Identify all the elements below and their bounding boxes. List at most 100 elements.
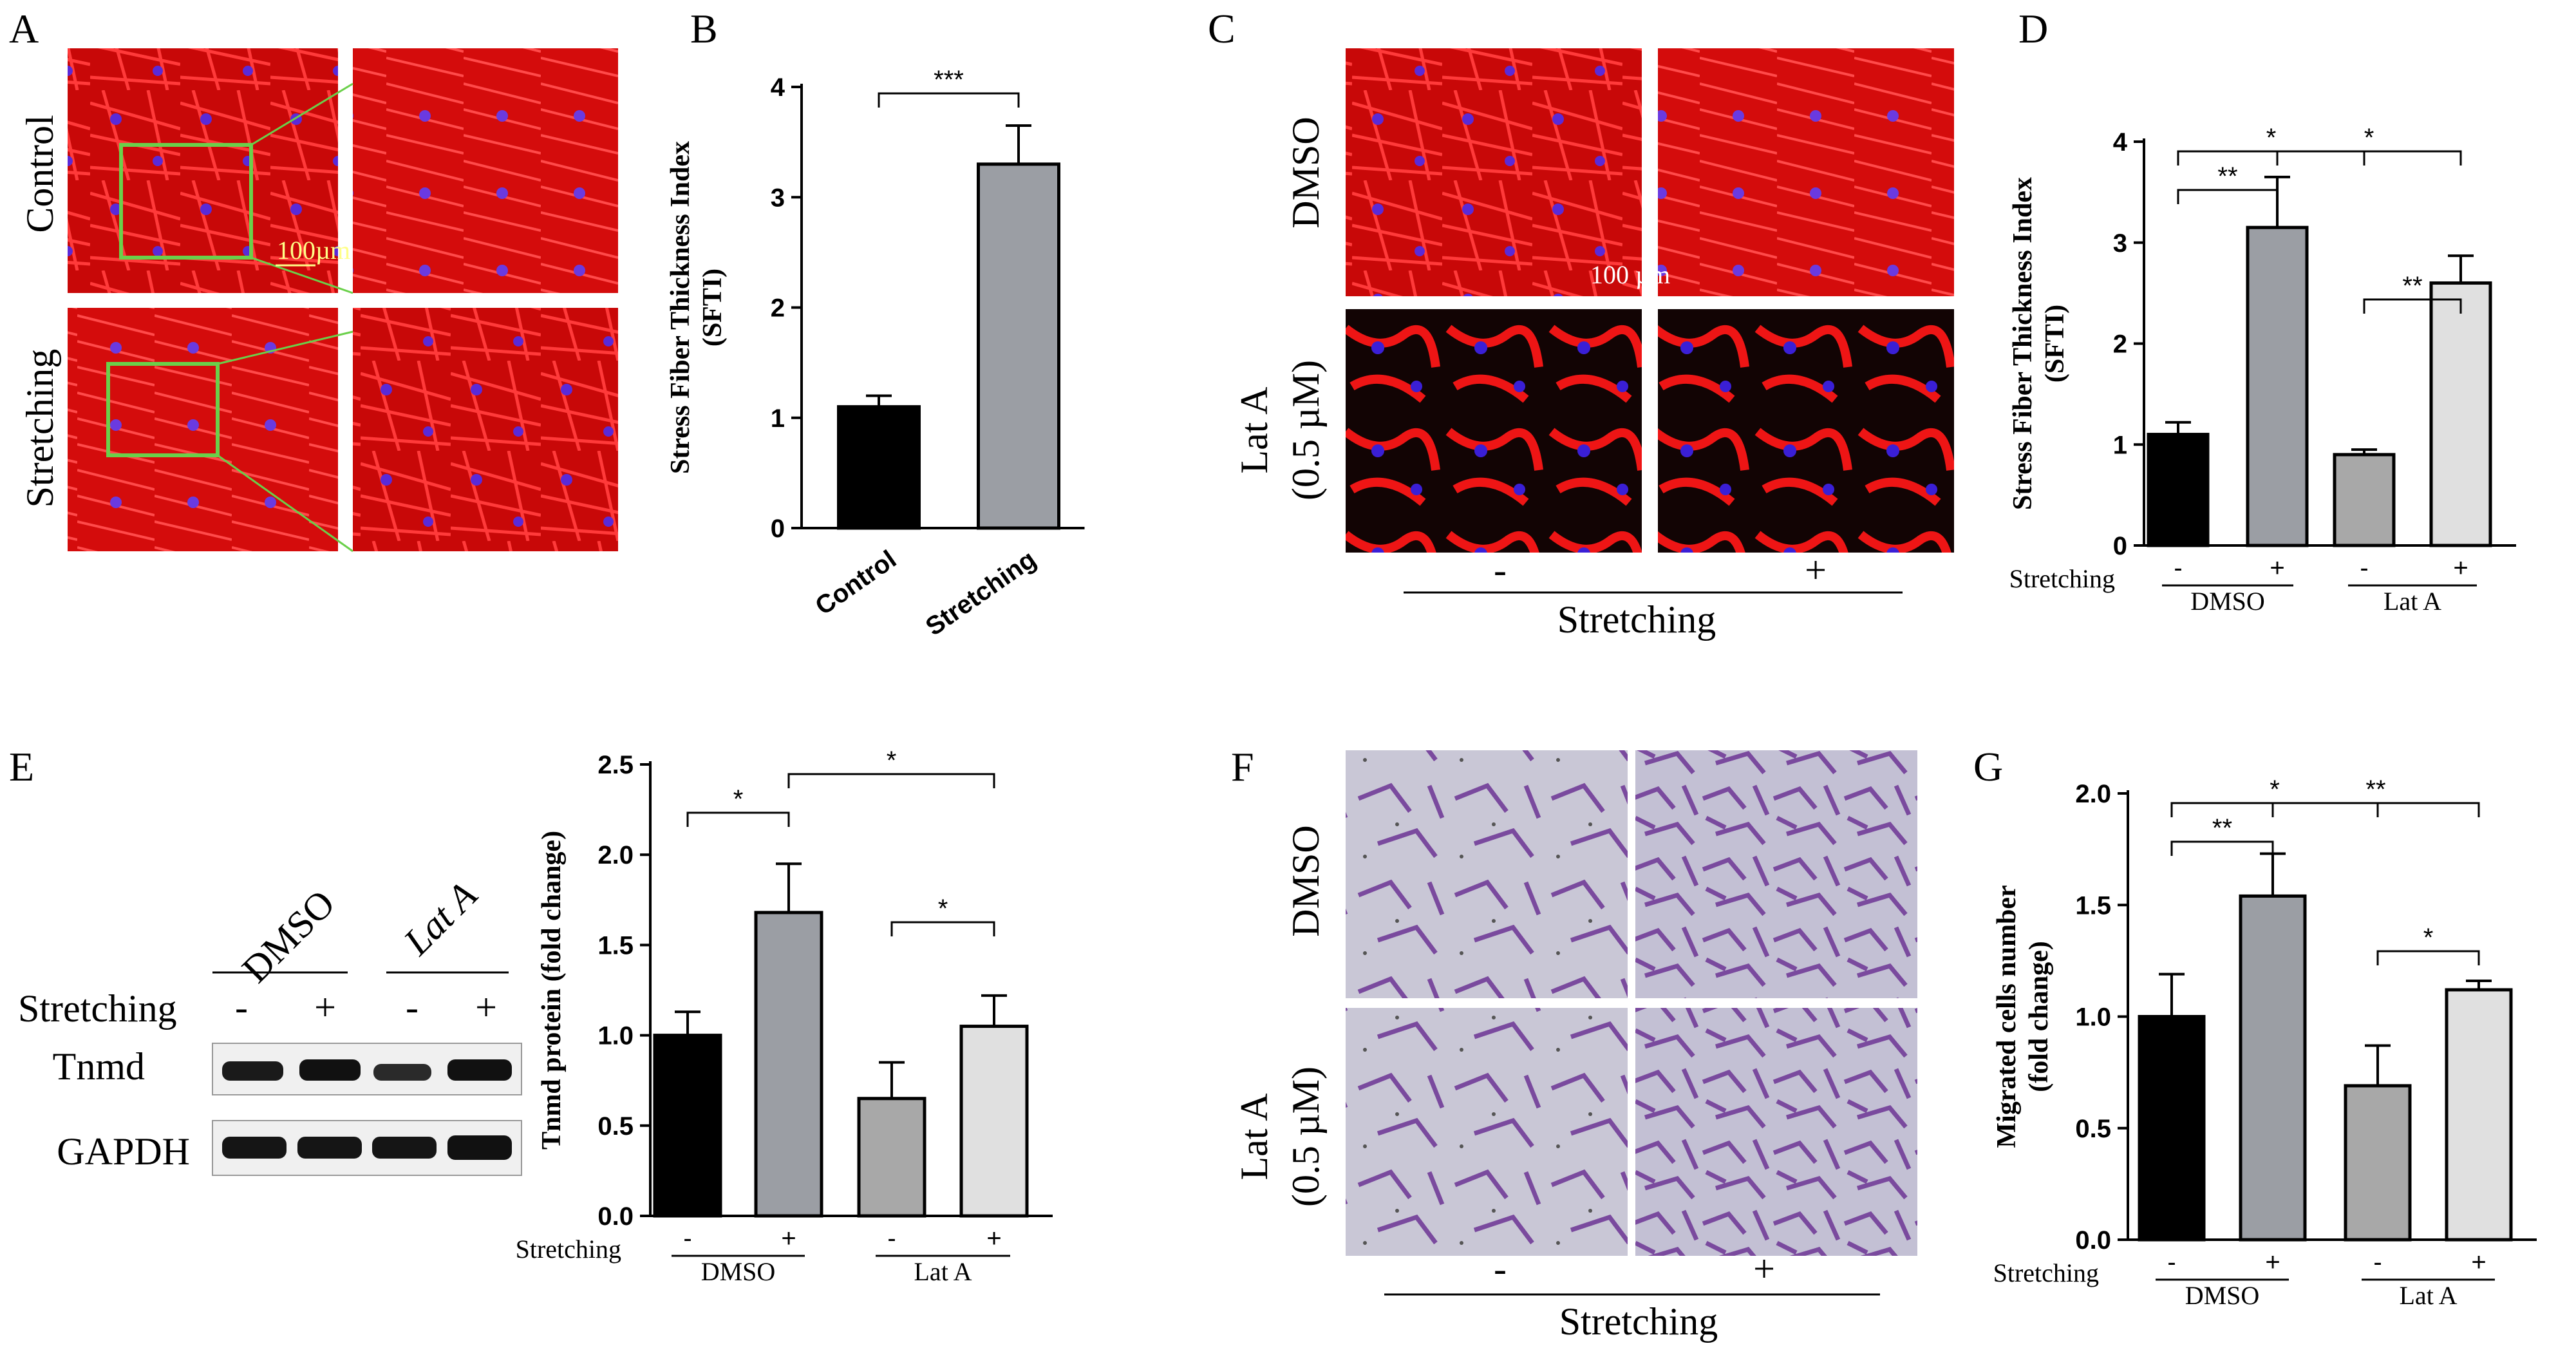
b-y-tick-label: 2	[771, 294, 785, 323]
micrograph-control-zoom	[353, 48, 618, 293]
col-sign-c-minus: -	[1494, 549, 1507, 591]
d-bar	[2147, 433, 2210, 547]
blot-sign-3: -	[406, 986, 418, 1028]
panel-a-images: 100µm	[68, 48, 618, 553]
d-sig-bracket	[2177, 150, 2365, 166]
row-label-f-dmso: DMSO	[1284, 825, 1327, 936]
scale-bar-a: 100µm	[277, 236, 350, 265]
b-y-tick-label: 1	[771, 404, 785, 433]
g-sig-label: **	[2212, 814, 2232, 842]
g-sig-bracket	[2376, 950, 2480, 965]
g-bar	[2344, 1084, 2412, 1242]
d-bar	[2246, 225, 2309, 547]
g-y-tick-label: 1.5	[2075, 891, 2111, 920]
western-blot	[212, 1043, 522, 1176]
d-y-tick-label: 1	[2113, 431, 2127, 459]
g-bar	[2138, 1015, 2206, 1242]
d-bar	[2429, 281, 2492, 547]
scale-bar-c: 100 µm	[1590, 260, 1670, 289]
d-sig-label: **	[2402, 272, 2422, 300]
d-y-tick-label: 2	[2113, 330, 2127, 359]
row-label-c-conc: (0.5 µM)	[1284, 360, 1327, 500]
row-label-c-lata: Lat A	[1233, 387, 1275, 474]
e-x-tick-label: +	[781, 1224, 796, 1253]
g-x-tick-label: -	[2373, 1248, 2382, 1276]
b-sig-bracket	[878, 92, 1020, 108]
b-y-tick-label: 3	[771, 184, 785, 212]
micrograph-lata-stretched	[1658, 309, 1954, 553]
col-sign-c-plus: +	[1805, 549, 1827, 591]
e-y-tick-label: 1.0	[597, 1022, 634, 1050]
d-y-label: Stress Fiber Thickness Index	[2008, 177, 2038, 510]
blot-stretch-label: Stretching	[18, 987, 177, 1030]
g-sig-bracket	[2170, 840, 2274, 856]
row-label-f-lata: Lat A	[1233, 1094, 1275, 1180]
g-y-tick-label: 2.0	[2075, 780, 2111, 808]
d-y-tick-label: 4	[2113, 128, 2128, 156]
panel-label-c: C	[1208, 6, 1236, 52]
e-bar	[959, 1025, 1029, 1218]
g-sig-label: **	[2365, 775, 2385, 804]
row-label-control: Control	[19, 115, 61, 232]
roi-box-control	[119, 143, 253, 260]
panel-label-b: B	[690, 6, 718, 52]
g-sig-bracket	[2170, 802, 2379, 817]
b-y-label-2: (SFTI)	[698, 269, 728, 346]
g-sig-label: *	[2270, 775, 2280, 804]
d-x-tick-label: +	[2453, 554, 2468, 582]
d-sig-label: *	[2266, 124, 2277, 152]
roi-box-stretching	[106, 362, 220, 457]
d-sig-bracket	[2177, 189, 2279, 204]
d-sig-bracket	[2363, 298, 2462, 314]
d-sig-label: **	[2217, 162, 2237, 191]
g-y-label: Migrated cells number	[1992, 885, 2022, 1148]
e-x-label: Stretching	[516, 1235, 621, 1264]
e-bar	[653, 1034, 722, 1218]
e-group-label: DMSO	[701, 1257, 776, 1286]
b-y-tick-label: 4	[771, 73, 785, 102]
panel-label-f: F	[1231, 744, 1254, 790]
e-y-tick-label: 0.5	[597, 1112, 634, 1141]
panel-c-images: 100 µm	[1346, 48, 1954, 553]
e-sig-bracket	[787, 773, 995, 788]
micrograph-stretching	[68, 308, 338, 551]
transwell-dmso-unstretched	[1346, 750, 1628, 998]
micrograph-stretching-zoom	[353, 308, 618, 551]
row-label-f-conc: (0.5 µM)	[1284, 1066, 1327, 1207]
g-group-label: Lat A	[2400, 1281, 2458, 1310]
col-sign-f-plus: +	[1753, 1247, 1775, 1290]
d-sig-label: *	[2364, 124, 2374, 152]
e-sig-bracket	[686, 811, 790, 827]
e-x-tick-label: +	[986, 1224, 1001, 1253]
row-label-stretching: Stretching	[19, 349, 61, 508]
micrograph-dmso-stretched	[1658, 48, 1954, 296]
micrograph-control	[68, 48, 338, 293]
chart-e: 0.0 0.5 1.0 1.5 2.0 2.5 Tnmd protein (fold cha…	[516, 746, 1053, 1286]
e-sig-bracket	[890, 921, 995, 936]
f-axis-label: Stretching	[1559, 1300, 1718, 1343]
panel-label-e: E	[9, 744, 34, 790]
d-group-label: DMSO	[2190, 587, 2265, 616]
d-x-label: Stretching	[2009, 564, 2115, 593]
g-sig-label: *	[2423, 924, 2434, 952]
g-x-tick-label: -	[2167, 1248, 2176, 1276]
b-bar	[977, 162, 1060, 530]
col-sign-f-minus: -	[1494, 1247, 1507, 1290]
row-label-c-dmso: DMSO	[1284, 117, 1327, 228]
e-y-tick-label: 2.5	[597, 751, 634, 779]
b-y-label: Stress Fiber Thickness Index	[666, 141, 695, 474]
blot-group-lata: Lat A	[395, 873, 485, 963]
g-y-tick-label: 1.0	[2075, 1003, 2111, 1032]
blot-sign-1: -	[235, 986, 248, 1028]
panel-label-d: D	[2018, 6, 2048, 52]
e-y-tick-label: 0.0	[597, 1202, 634, 1231]
e-bar	[754, 911, 823, 1218]
g-bar	[2445, 988, 2513, 1242]
g-x-tick-label: +	[2471, 1248, 2486, 1276]
g-group-label: DMSO	[2185, 1281, 2260, 1310]
panel-label-g: G	[1973, 744, 2003, 790]
e-sig-label: *	[887, 746, 897, 775]
b-sig-label: ***	[934, 66, 964, 94]
g-y-label-2: (fold change)	[2024, 941, 2054, 1092]
